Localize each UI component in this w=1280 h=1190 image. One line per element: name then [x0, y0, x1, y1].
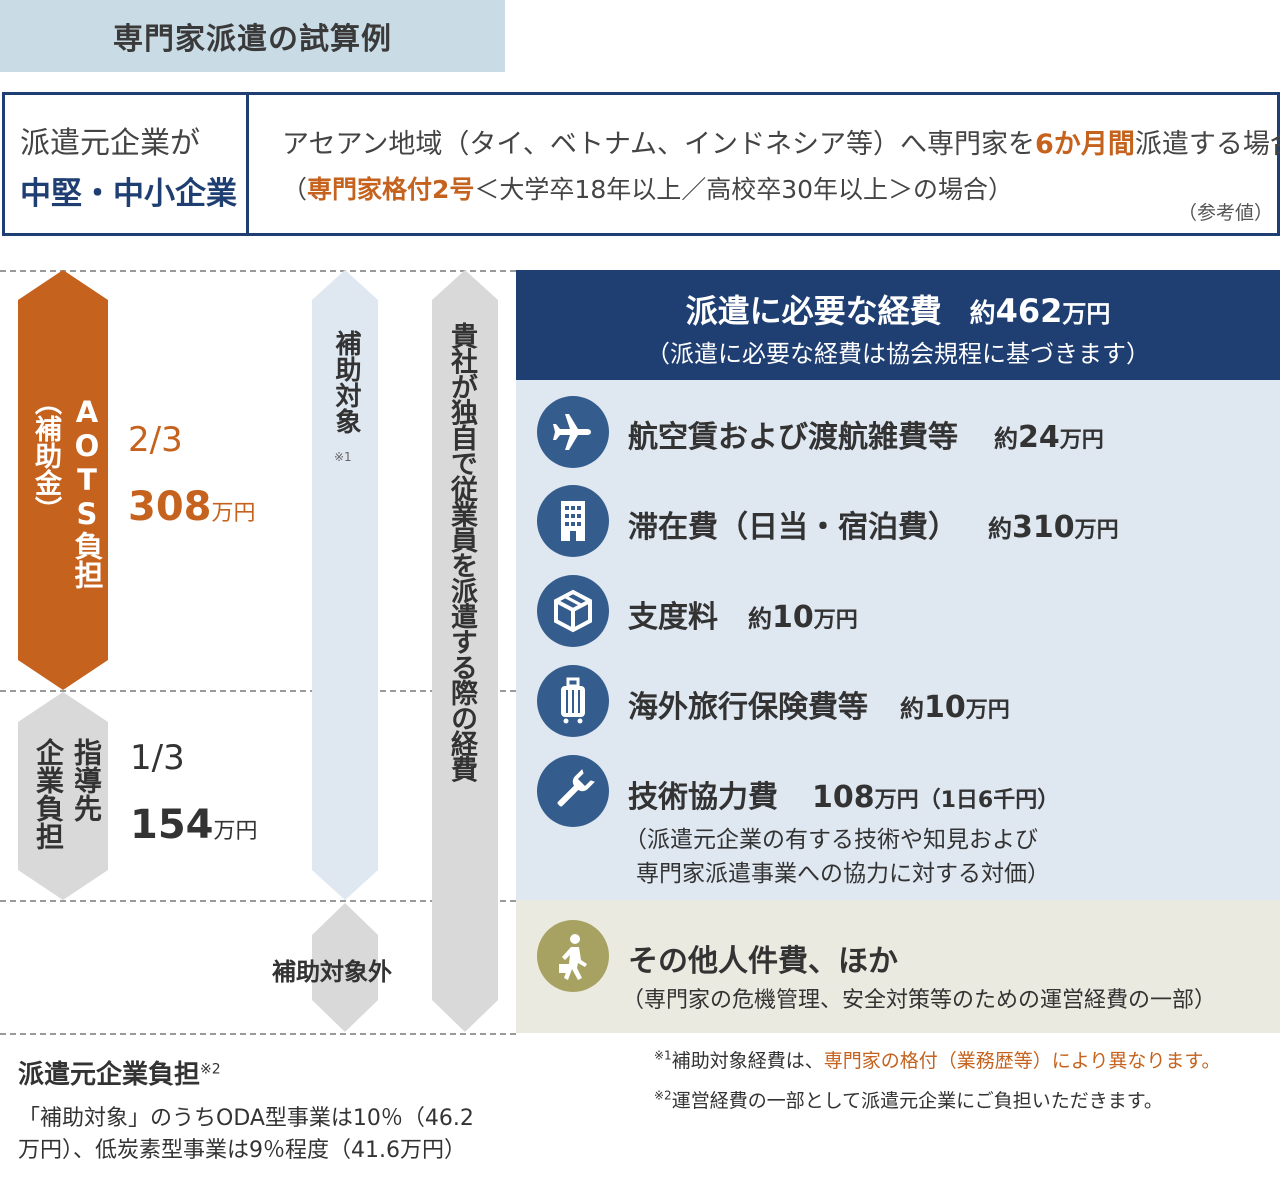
note-1-highlight: 専門家の格付（業務歴等）により異なります。: [823, 1050, 1221, 1072]
item-unit: 万円: [813, 608, 858, 633]
company-type: 中堅・中小企業: [20, 176, 237, 212]
condition-divider: [246, 92, 249, 236]
item-label: 滞在費（日当・宿泊費）: [628, 510, 958, 545]
expert-grade: 専門家格付2号: [307, 175, 475, 204]
cost-item-preparation: 支度料 約10万円: [628, 592, 858, 636]
aots-unit: 万円: [211, 501, 256, 526]
walking-person-icon: [537, 920, 609, 992]
company-share-label-2: 企業負担: [32, 738, 65, 850]
dashed-line-top: [0, 270, 516, 272]
cost-header-unit: 万円: [1062, 300, 1111, 328]
cost-items-panel: [516, 380, 1280, 900]
note-1: ※1補助対象経費は、専門家の格付（業務歴等）により異なります。: [654, 1046, 1220, 1073]
other-costs-sub: （専門家の危機管理、安全対策等のための運営経費の一部）: [622, 988, 1217, 1013]
item-unit: 万円: [1059, 428, 1104, 453]
company-label: 派遣元企業が: [20, 126, 200, 161]
non-target-label: 補助対象外: [272, 958, 392, 986]
item-label: 支度料: [628, 600, 718, 635]
company-ratio: 1/3: [130, 738, 185, 778]
item-amount: 24: [1018, 420, 1060, 455]
cost-header-amount: 462: [995, 292, 1063, 330]
cost-item-insurance: 海外旅行保険費等 約10万円: [628, 682, 1010, 726]
condition-frame: [2, 92, 1280, 236]
cost-item-stay: 滞在費（日当・宿泊費） 約310万円: [628, 502, 1119, 546]
item-amount: 108: [812, 780, 875, 815]
company-amount-row: 154万円: [130, 802, 258, 848]
condition-line-1-post: 派遣する場合: [1134, 129, 1280, 160]
company-share-label-1: 指導先: [70, 738, 103, 822]
condition-line-2-post: ＜大学卒18年以上／高校卒30年以上＞の場合）: [474, 175, 1014, 204]
item-label: 航空賃および渡航雑費等: [628, 420, 958, 455]
other-costs-label: その他人件費、ほか: [628, 944, 898, 979]
reference-note: （参考値）: [1178, 202, 1274, 224]
cost-item-tech: 技術協力費 108万円（1日6千円）: [628, 772, 1059, 816]
cost-header-title-row: 派遣に必要な経費 約462万円: [516, 286, 1280, 332]
item-label: 技術協力費: [628, 780, 778, 815]
condition-line-2: （専門家格付2号＜大学卒18年以上／高校卒30年以上＞の場合）: [282, 170, 1013, 206]
note-2-text: 運営経費の一部として派遣元企業にご負担いただきます。: [671, 1090, 1163, 1112]
note-1-mark: ※1: [654, 1048, 672, 1063]
condition-line-1-pre: アセアン地域（タイ、ベトナム、インドネシア等）へ専門家を: [282, 129, 1036, 160]
item-approx: 約: [748, 605, 772, 633]
note-1-pre: 補助対象経費は、: [671, 1050, 824, 1072]
subsidy-target-note: ※1: [334, 450, 352, 464]
footer-left-title-row: 派遣元企業負担※2: [18, 1054, 221, 1091]
item-approx: 約: [988, 515, 1012, 543]
condition-line-2-open: （: [282, 175, 308, 204]
footer-left-note: ※2: [200, 1061, 221, 1078]
tech-note-1: （派遣元企業の有する技術や知見および: [624, 827, 1038, 853]
non-target-arrow: [312, 903, 378, 1032]
cost-header-sub: （派遣に必要な経費は協会規程に基づきます）: [646, 340, 1150, 368]
aots-amount-row: 308万円: [128, 484, 256, 530]
footer-left-title: 派遣元企業負担: [18, 1060, 201, 1090]
cost-header: [516, 270, 1280, 380]
item-unit: 万円（1日6千円）: [874, 788, 1060, 813]
own-cost-label: 貴社が独自で従業員を派遣する際の経費: [446, 322, 477, 781]
footer-left-line-2: 万円）、低炭素型事業は9％程度（41.6万円）: [18, 1138, 466, 1163]
own-cost-arrow: [432, 270, 498, 1032]
wrench-icon: [537, 755, 609, 827]
item-amount: 10: [772, 600, 814, 635]
item-unit: 万円: [1074, 518, 1119, 543]
shape-layer: [18, 270, 498, 1032]
page-title: 専門家派遣の試算例: [113, 22, 392, 57]
footer-left-line-1: 「補助対象」のうちODA型事業は10％（46.2: [18, 1106, 474, 1131]
dispatch-period: 6か月間: [1035, 129, 1135, 160]
cost-header-title: 派遣に必要な経費: [685, 292, 942, 330]
note-2: ※2運営経費の一部として派遣元企業にご負担いただきます。: [654, 1086, 1163, 1113]
aots-arrow: [18, 270, 108, 690]
aots-label: AOTS負担: [70, 395, 104, 589]
dashed-line-mid: [0, 690, 516, 692]
dashed-line-bottom: [0, 1033, 516, 1035]
subsidy-target-arrow: [312, 270, 378, 900]
company-amount: 154: [130, 802, 214, 848]
aots-ratio: 2/3: [128, 420, 183, 460]
aots-amount: 308: [128, 484, 212, 530]
suitcase-icon: [537, 665, 609, 737]
tech-note-2: 専門家派遣事業への協力に対する対価）: [636, 861, 1050, 887]
item-unit: 万円: [965, 698, 1010, 723]
cost-header-approx: 約: [969, 299, 996, 329]
title-banner: [0, 0, 505, 72]
note-2-mark: ※2: [654, 1088, 672, 1103]
company-share-arrow: [18, 692, 108, 900]
item-amount: 310: [1012, 510, 1075, 545]
aots-sub: （補助金）: [30, 388, 61, 523]
airplane-icon: [537, 396, 609, 468]
subsidy-target-label: 補助対象: [331, 330, 361, 434]
condition-line-1: アセアン地域（タイ、ベトナム、インドネシア等）へ専門家を6か月間派遣する場合: [282, 122, 1280, 161]
package-icon: [537, 575, 609, 647]
company-unit: 万円: [213, 819, 258, 844]
other-costs-panel: [516, 900, 1280, 1033]
item-approx: 約: [994, 425, 1018, 453]
dashed-line-lower: [0, 900, 516, 902]
cost-item-airfare: 航空賃および渡航雑費等 約24万円: [628, 412, 1104, 456]
building-icon: [537, 485, 609, 557]
item-label: 海外旅行保険費等: [628, 690, 868, 725]
item-approx: 約: [900, 695, 924, 723]
item-amount: 10: [924, 690, 966, 725]
